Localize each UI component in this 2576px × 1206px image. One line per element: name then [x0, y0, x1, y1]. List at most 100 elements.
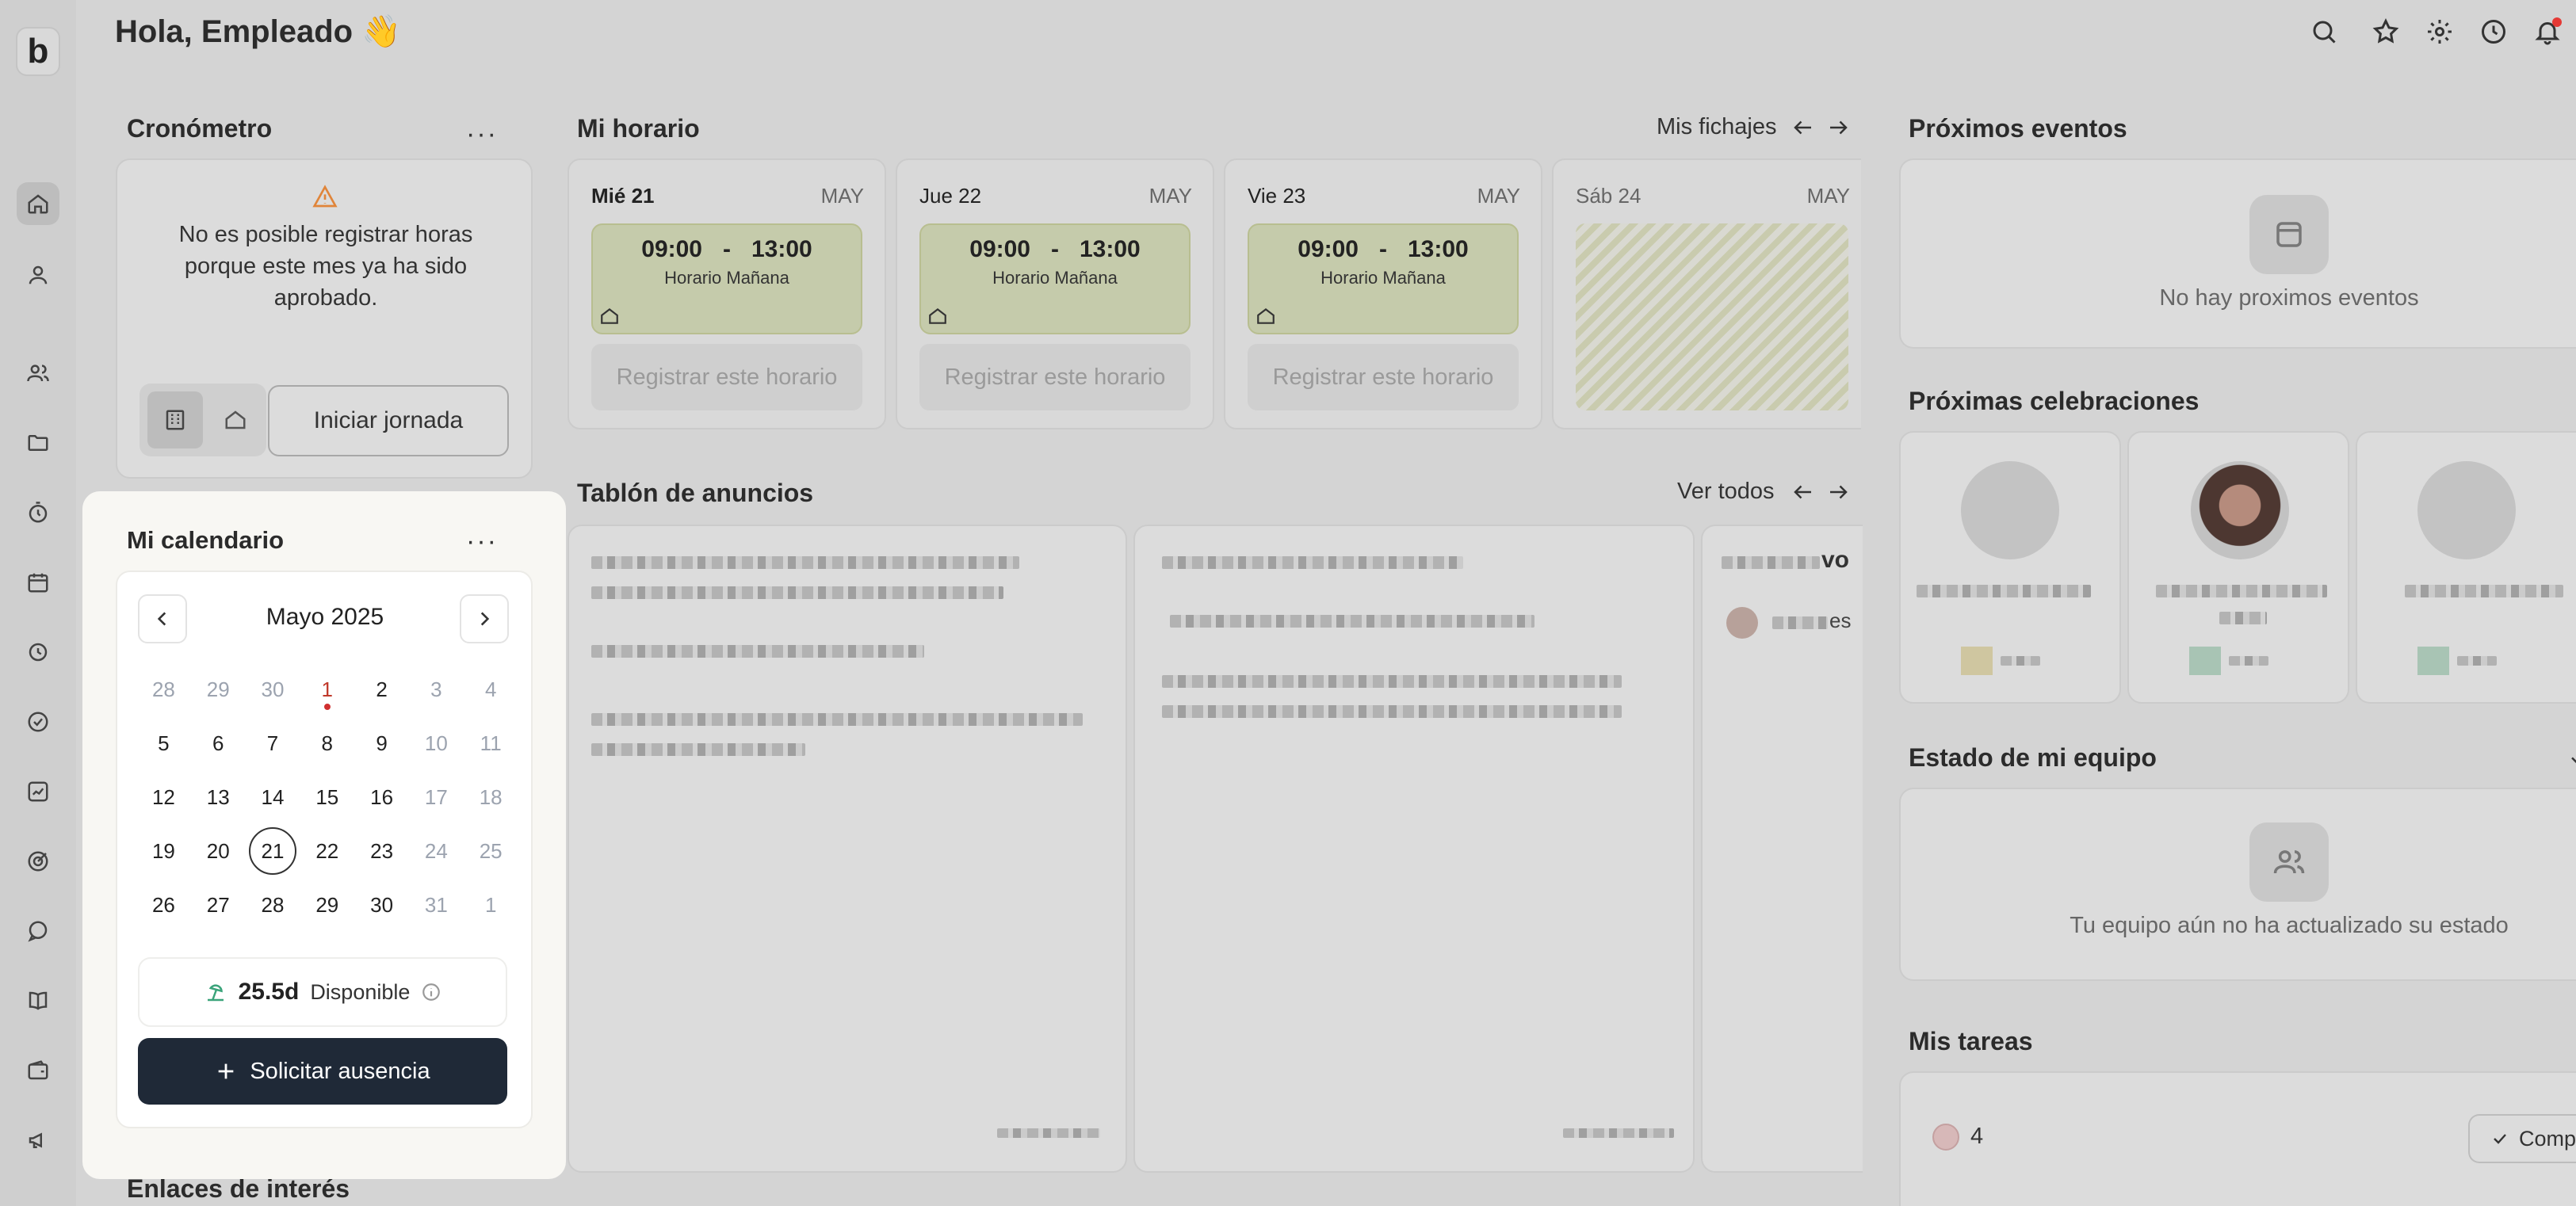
calendar-day[interactable]: 29	[315, 892, 339, 917]
register-shift-button[interactable]: Registrar este horario	[919, 344, 1191, 410]
announcement-card[interactable]: vo es	[1701, 525, 1863, 1173]
remote-mode-button[interactable]	[208, 391, 263, 448]
chevron-left-icon	[157, 612, 166, 626]
next-arrow-icon[interactable]	[1826, 116, 1850, 139]
calendar-icon[interactable]	[17, 561, 59, 604]
complete-task-button[interactable]: Comp	[2468, 1114, 2576, 1163]
calendar-day[interactable]: 19	[151, 838, 175, 863]
stopwatch-icon[interactable]	[17, 491, 59, 534]
calendar-day[interactable]: 14	[261, 784, 285, 809]
calendar-day[interactable]: 30	[370, 892, 394, 917]
search-icon[interactable]	[2310, 17, 2338, 46]
calendar-day[interactable]: 6	[212, 731, 224, 755]
calendar-day-holiday[interactable]: 1	[300, 662, 354, 716]
folder-icon[interactable]	[17, 422, 59, 464]
tareas-title: Mis tareas	[1909, 1027, 2033, 1055]
prev-arrow-icon[interactable]	[1791, 116, 1815, 139]
target-icon[interactable]	[17, 840, 59, 883]
calendar-day[interactable]: 20	[206, 838, 230, 863]
celebration-card[interactable]	[2127, 431, 2349, 704]
celebraciones-title: Próximas celebraciones	[1909, 387, 2200, 415]
calendar-day[interactable]: 17	[424, 784, 448, 809]
calendar-day[interactable]: 9	[376, 731, 388, 755]
calendar-day[interactable]: 10	[424, 731, 448, 755]
calendar-day[interactable]: 1	[484, 892, 497, 917]
chevron-down-icon[interactable]: ⌄	[2566, 742, 2576, 769]
calendar-day[interactable]: 13	[206, 784, 230, 809]
shift-block[interactable]: 09:00-13:00 Horario Mañana	[591, 223, 862, 334]
calendar-week: 5 6 7 8 9 10 11	[136, 716, 518, 770]
plus-icon	[219, 1063, 234, 1079]
calendar-day[interactable]: 18	[479, 784, 503, 809]
check-icon[interactable]	[17, 700, 59, 743]
celebration-card[interactable]	[2356, 431, 2576, 704]
bell-icon[interactable]	[2533, 17, 2562, 46]
wallet-icon[interactable]	[17, 1049, 59, 1092]
calendar-day[interactable]: 27	[206, 892, 230, 917]
clock-icon[interactable]	[2479, 17, 2508, 46]
request-absence-button[interactable]: Solicitar ausencia	[138, 1038, 507, 1105]
announcement-card[interactable]	[568, 525, 1127, 1173]
office-mode-button[interactable]	[147, 391, 203, 448]
prev-month-button[interactable]	[138, 594, 187, 643]
tareas-card: 4 Comp	[1899, 1071, 2576, 1206]
calendar-day[interactable]: 15	[315, 784, 339, 809]
calendar-day[interactable]: 4	[484, 677, 497, 701]
cronometro-menu-button[interactable]: ···	[466, 119, 498, 149]
blurred-text	[2457, 656, 2497, 666]
calendar-week: 26 27 28 29 30 31 1	[136, 878, 518, 932]
calendar-day[interactable]: 3	[430, 677, 442, 701]
task-status-dot[interactable]	[1932, 1124, 1959, 1151]
celebration-card[interactable]	[1899, 431, 2121, 704]
ver-todos-link[interactable]: Ver todos	[1677, 479, 1775, 504]
calendar-day[interactable]: 2	[376, 677, 388, 701]
register-shift-button[interactable]: Registrar este horario	[591, 344, 862, 410]
book-icon[interactable]	[17, 979, 59, 1022]
calendar-day[interactable]: 28	[151, 677, 175, 701]
shift-block[interactable]: 09:00-13:00 Horario Mañana	[1248, 223, 1519, 334]
chat-icon[interactable]	[17, 910, 59, 952]
check-small-icon	[2494, 1134, 2506, 1144]
calendar-day[interactable]: 29	[206, 677, 230, 701]
calendar-day[interactable]: 24	[424, 838, 448, 863]
gear-icon[interactable]	[2425, 17, 2454, 46]
prev-arrow-icon[interactable]	[1791, 480, 1815, 504]
start-shift-button[interactable]: Iniciar jornada	[268, 385, 509, 456]
month-label: MAY	[820, 184, 864, 208]
star-icon[interactable]	[2372, 17, 2400, 46]
calendar-day[interactable]: 7	[266, 731, 279, 755]
next-month-button[interactable]	[460, 594, 509, 643]
calendario-menu-button[interactable]: ···	[466, 526, 498, 556]
calendar-day[interactable]: 25	[479, 838, 503, 863]
calendar-day[interactable]: 16	[370, 784, 394, 809]
time-off-icon[interactable]	[17, 631, 59, 674]
user-icon[interactable]	[17, 254, 59, 296]
month-label: Mayo 2025	[266, 604, 384, 630]
megaphone-icon[interactable]	[17, 1119, 59, 1162]
calendar-day[interactable]: 22	[315, 838, 339, 863]
calendar-day[interactable]: 28	[261, 892, 285, 917]
eventos-empty-text: No hay proximos eventos	[2159, 285, 2419, 311]
calendar-day[interactable]: 5	[158, 731, 170, 755]
calendar-day[interactable]: 12	[151, 784, 175, 809]
blurred-text	[591, 713, 1083, 726]
calendar-day[interactable]: 8	[321, 731, 334, 755]
chart-icon[interactable]	[17, 770, 59, 813]
calendar-day-today[interactable]: 21	[246, 824, 300, 878]
calendar-day[interactable]: 26	[151, 892, 175, 917]
calendar-day[interactable]: 30	[261, 677, 285, 701]
equipo-title: Estado de mi equipo	[1909, 743, 2157, 772]
calendar-day[interactable]: 11	[480, 731, 502, 755]
next-arrow-icon[interactable]	[1826, 480, 1850, 504]
info-icon[interactable]	[421, 982, 441, 1002]
announcement-card[interactable]	[1133, 525, 1695, 1173]
celebration-icon	[1961, 647, 1993, 675]
logo[interactable]: b	[16, 27, 60, 76]
home-icon[interactable]	[17, 182, 59, 225]
register-shift-button[interactable]: Registrar este horario	[1248, 344, 1519, 410]
calendar-day[interactable]: 31	[424, 892, 448, 917]
calendar-day[interactable]: 23	[370, 838, 394, 863]
mis-fichajes-link[interactable]: Mis fichajes	[1657, 114, 1777, 139]
shift-block[interactable]: 09:00-13:00 Horario Mañana	[919, 223, 1191, 334]
users-icon[interactable]	[17, 352, 59, 395]
